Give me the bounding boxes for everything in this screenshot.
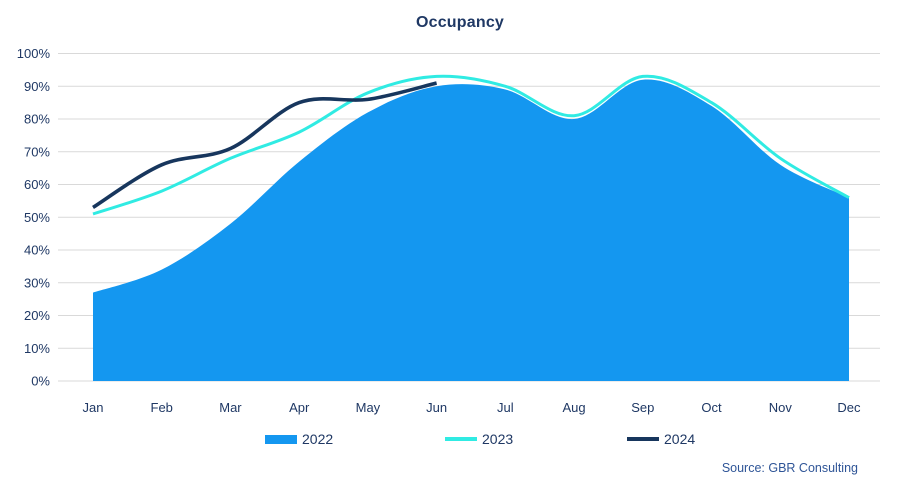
legend-item-2022: 2022	[265, 429, 333, 449]
y-tick-label: 90%	[24, 79, 50, 94]
legend-item-2024: 2024	[627, 429, 695, 449]
x-tick-label: Feb	[151, 400, 173, 415]
y-tick-label: 100%	[17, 46, 51, 61]
y-tick-label: 40%	[24, 243, 50, 258]
x-tick-label: Oct	[701, 400, 722, 415]
y-tick-label: 70%	[24, 144, 50, 159]
x-tick-label: Jan	[83, 400, 104, 415]
legend-swatch-2022	[265, 434, 297, 444]
y-tick-label: 30%	[24, 275, 50, 290]
legend-swatch-2023	[445, 437, 477, 441]
x-tick-label: Aug	[563, 400, 586, 415]
y-tick-label: 60%	[24, 177, 50, 192]
y-tick-label: 20%	[24, 308, 50, 323]
legend-label-2022: 2022	[302, 431, 334, 447]
y-tick-label: 80%	[24, 112, 50, 127]
x-tick-label: Sep	[631, 400, 654, 415]
legend-label-2024: 2024	[664, 431, 696, 447]
legend-item-2023: 2023	[445, 429, 513, 449]
x-tick-label: Dec	[837, 400, 861, 415]
y-tick-label: 50%	[24, 210, 50, 225]
y-tick-label: 0%	[31, 374, 50, 389]
chart-title: Occupancy	[415, 14, 505, 31]
x-tick-label: May	[356, 400, 381, 415]
line-series-2024	[92, 81, 438, 209]
x-tick-label: Jul	[497, 400, 514, 415]
legend-label-2023: 2023	[482, 431, 514, 447]
legend-swatch-2024	[627, 437, 659, 441]
x-tick-label: Mar	[219, 400, 242, 415]
area-series-2022	[93, 79, 849, 381]
y-tick-label: 10%	[24, 341, 50, 356]
source-note: Source: GBR Consulting	[721, 461, 858, 475]
x-tick-label: Jun	[426, 400, 447, 415]
line-series-2023	[92, 74, 850, 216]
plot-area: 0% 10% 20% 30% 40% 50% 60% 70% 80% 90% 100% Jan Feb M…	[17, 46, 880, 415]
x-tick-label: Apr	[289, 400, 310, 415]
x-tick-label: Nov	[769, 400, 793, 415]
